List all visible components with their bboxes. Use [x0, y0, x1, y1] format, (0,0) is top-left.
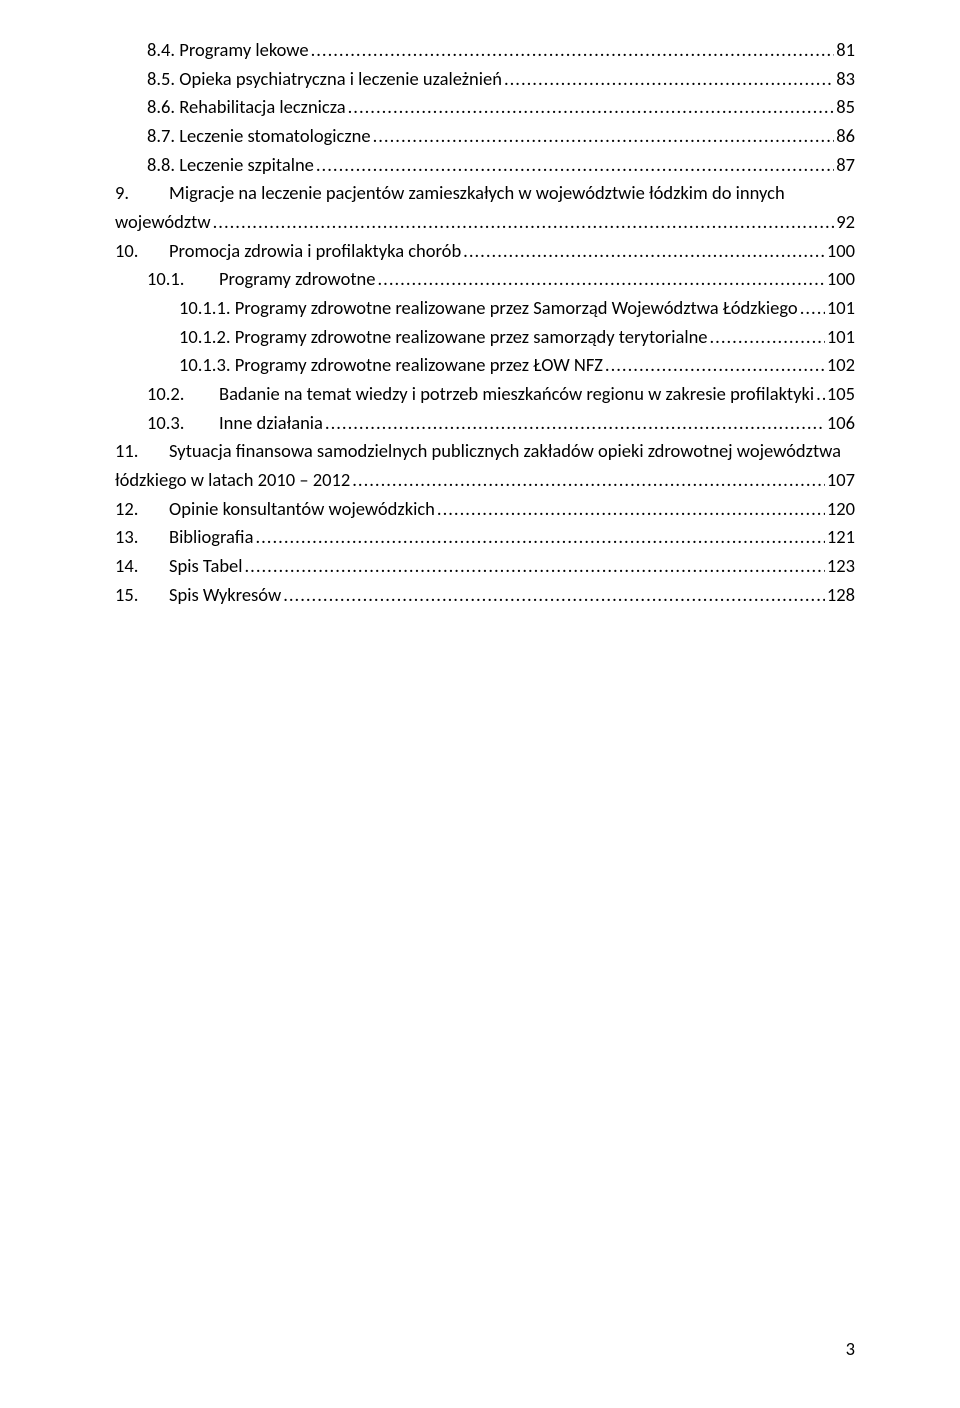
page-number: 3	[846, 1337, 855, 1360]
toc-entry: łódzkiego w latach 2010 – 2012 107	[115, 466, 855, 495]
toc-leader-dots	[348, 93, 835, 122]
toc-entry: 10.1.3. Programy zdrowotne realizowane p…	[115, 351, 855, 380]
toc-leader-dots	[373, 122, 835, 151]
toc-entry: 11.Sytuacja finansowa samodzielnych publ…	[115, 437, 855, 466]
toc-number: 15.	[115, 581, 169, 610]
toc-number: 13.	[115, 523, 169, 552]
toc-label: 12.Opinie konsultantów wojewódzkich	[115, 495, 435, 524]
toc-entry: 8.8. Leczenie szpitalne 87	[115, 151, 855, 180]
toc-label: 10.2.Badanie na temat wiedzy i potrzeb m…	[147, 380, 814, 409]
toc-leader-dots	[710, 323, 825, 352]
toc-entry: 10.1.2. Programy zdrowotne realizowane p…	[115, 323, 855, 352]
toc-entry: 13.Bibliografia 121	[115, 523, 855, 552]
toc-page-ref: 102	[827, 351, 855, 380]
toc-label: 14.Spis Tabel	[115, 552, 243, 581]
toc-leader-dots	[213, 208, 835, 237]
toc-leader-dots	[504, 65, 834, 94]
toc-leader-dots	[800, 294, 825, 323]
toc-entry: 9.Migracje na leczenie pacjentów zamiesz…	[115, 179, 855, 208]
toc-number: 11.	[115, 437, 169, 466]
toc-page-ref: 87	[836, 151, 855, 180]
toc-page-ref: 101	[827, 323, 855, 352]
toc-page-ref: 121	[827, 523, 855, 552]
toc-label: 10.3.Inne działania	[147, 409, 323, 438]
toc-label: 10.1.2. Programy zdrowotne realizowane p…	[179, 323, 708, 352]
toc-entry: 10.3.Inne działania 106	[115, 409, 855, 438]
toc-label: 8.4. Programy lekowe	[147, 36, 309, 65]
toc-page-ref: 123	[827, 552, 855, 581]
toc-number: 12.	[115, 495, 169, 524]
toc-page: 8.4. Programy lekowe 81 8.5. Opieka psychi…	[0, 0, 960, 1408]
toc-page-ref: 81	[836, 36, 855, 65]
toc-label: województw	[115, 208, 211, 237]
toc-page-ref: 128	[827, 581, 855, 610]
toc-label: 15.Spis Wykresów	[115, 581, 281, 610]
toc-number: 10.	[115, 237, 169, 266]
toc-entry: 10.1.Programy zdrowotne 100	[115, 265, 855, 294]
toc-number: 14.	[115, 552, 169, 581]
toc-number: 10.1.	[147, 265, 219, 294]
toc-page-ref: 85	[836, 93, 855, 122]
toc-leader-dots	[316, 151, 834, 180]
toc-number: 9.	[115, 179, 169, 208]
toc-leader-dots	[605, 351, 825, 380]
toc-number: 10.3.	[147, 409, 219, 438]
toc-label: 10.Promocja zdrowia i profilaktyka choró…	[115, 237, 461, 266]
toc-label: 8.8. Leczenie szpitalne	[147, 151, 314, 180]
toc-entry: 8.4. Programy lekowe 81	[115, 36, 855, 65]
toc-page-ref: 86	[836, 122, 855, 151]
toc-page-ref: 101	[827, 294, 855, 323]
toc-label: 10.1.3. Programy zdrowotne realizowane p…	[179, 351, 603, 380]
toc-entry: 10.1.1. Programy zdrowotne realizowane p…	[115, 294, 855, 323]
toc-leader-dots	[245, 552, 825, 581]
toc-page-ref: 107	[827, 466, 855, 495]
toc-label: 8.7. Leczenie stomatologiczne	[147, 122, 371, 151]
toc-entry: 10.2.Badanie na temat wiedzy i potrzeb m…	[115, 380, 855, 409]
toc-leader-dots	[255, 523, 824, 552]
toc-entry: 8.7. Leczenie stomatologiczne 86	[115, 122, 855, 151]
toc-leader-dots	[283, 581, 825, 610]
toc-page-ref: 92	[836, 208, 855, 237]
toc-page-ref: 100	[827, 237, 855, 266]
toc-label: łódzkiego w latach 2010 – 2012	[115, 466, 350, 495]
toc-page-ref: 106	[827, 409, 855, 438]
toc-entry: 14.Spis Tabel 123	[115, 552, 855, 581]
toc-entry: 8.5. Opieka psychiatryczna i leczenie uz…	[115, 65, 855, 94]
toc-label: 8.5. Opieka psychiatryczna i leczenie uz…	[147, 65, 502, 94]
toc-label: 10.1.1. Programy zdrowotne realizowane p…	[179, 294, 798, 323]
toc-entry: 12.Opinie konsultantów wojewódzkich 120	[115, 495, 855, 524]
toc-page-ref: 120	[827, 495, 855, 524]
toc-leader-dots	[463, 237, 825, 266]
toc-entry: 8.6. Rehabilitacja lecznicza 85	[115, 93, 855, 122]
toc-label: 8.6. Rehabilitacja lecznicza	[147, 93, 346, 122]
toc-label: Migracje na leczenie pacjentów zamieszka…	[169, 181, 785, 204]
toc-entry: 15.Spis Wykresów 128	[115, 581, 855, 610]
toc-leader-dots	[352, 466, 825, 495]
toc-label: Sytuacja finansowa samodzielnych publicz…	[169, 439, 841, 462]
toc-leader-dots	[816, 380, 825, 409]
toc-page-ref: 100	[827, 265, 855, 294]
toc-leader-dots	[437, 495, 825, 524]
toc-entry: województw 92	[115, 208, 855, 237]
toc-page-ref: 105	[827, 380, 855, 409]
toc-container: 8.4. Programy lekowe 81 8.5. Opieka psychi…	[115, 36, 855, 609]
toc-leader-dots	[377, 265, 824, 294]
toc-leader-dots	[311, 36, 835, 65]
toc-label: 13.Bibliografia	[115, 523, 253, 552]
toc-label: 10.1.Programy zdrowotne	[147, 265, 375, 294]
toc-entry: 10.Promocja zdrowia i profilaktyka choró…	[115, 237, 855, 266]
toc-number: 10.2.	[147, 380, 219, 409]
toc-page-ref: 83	[836, 65, 855, 94]
toc-leader-dots	[325, 409, 825, 438]
